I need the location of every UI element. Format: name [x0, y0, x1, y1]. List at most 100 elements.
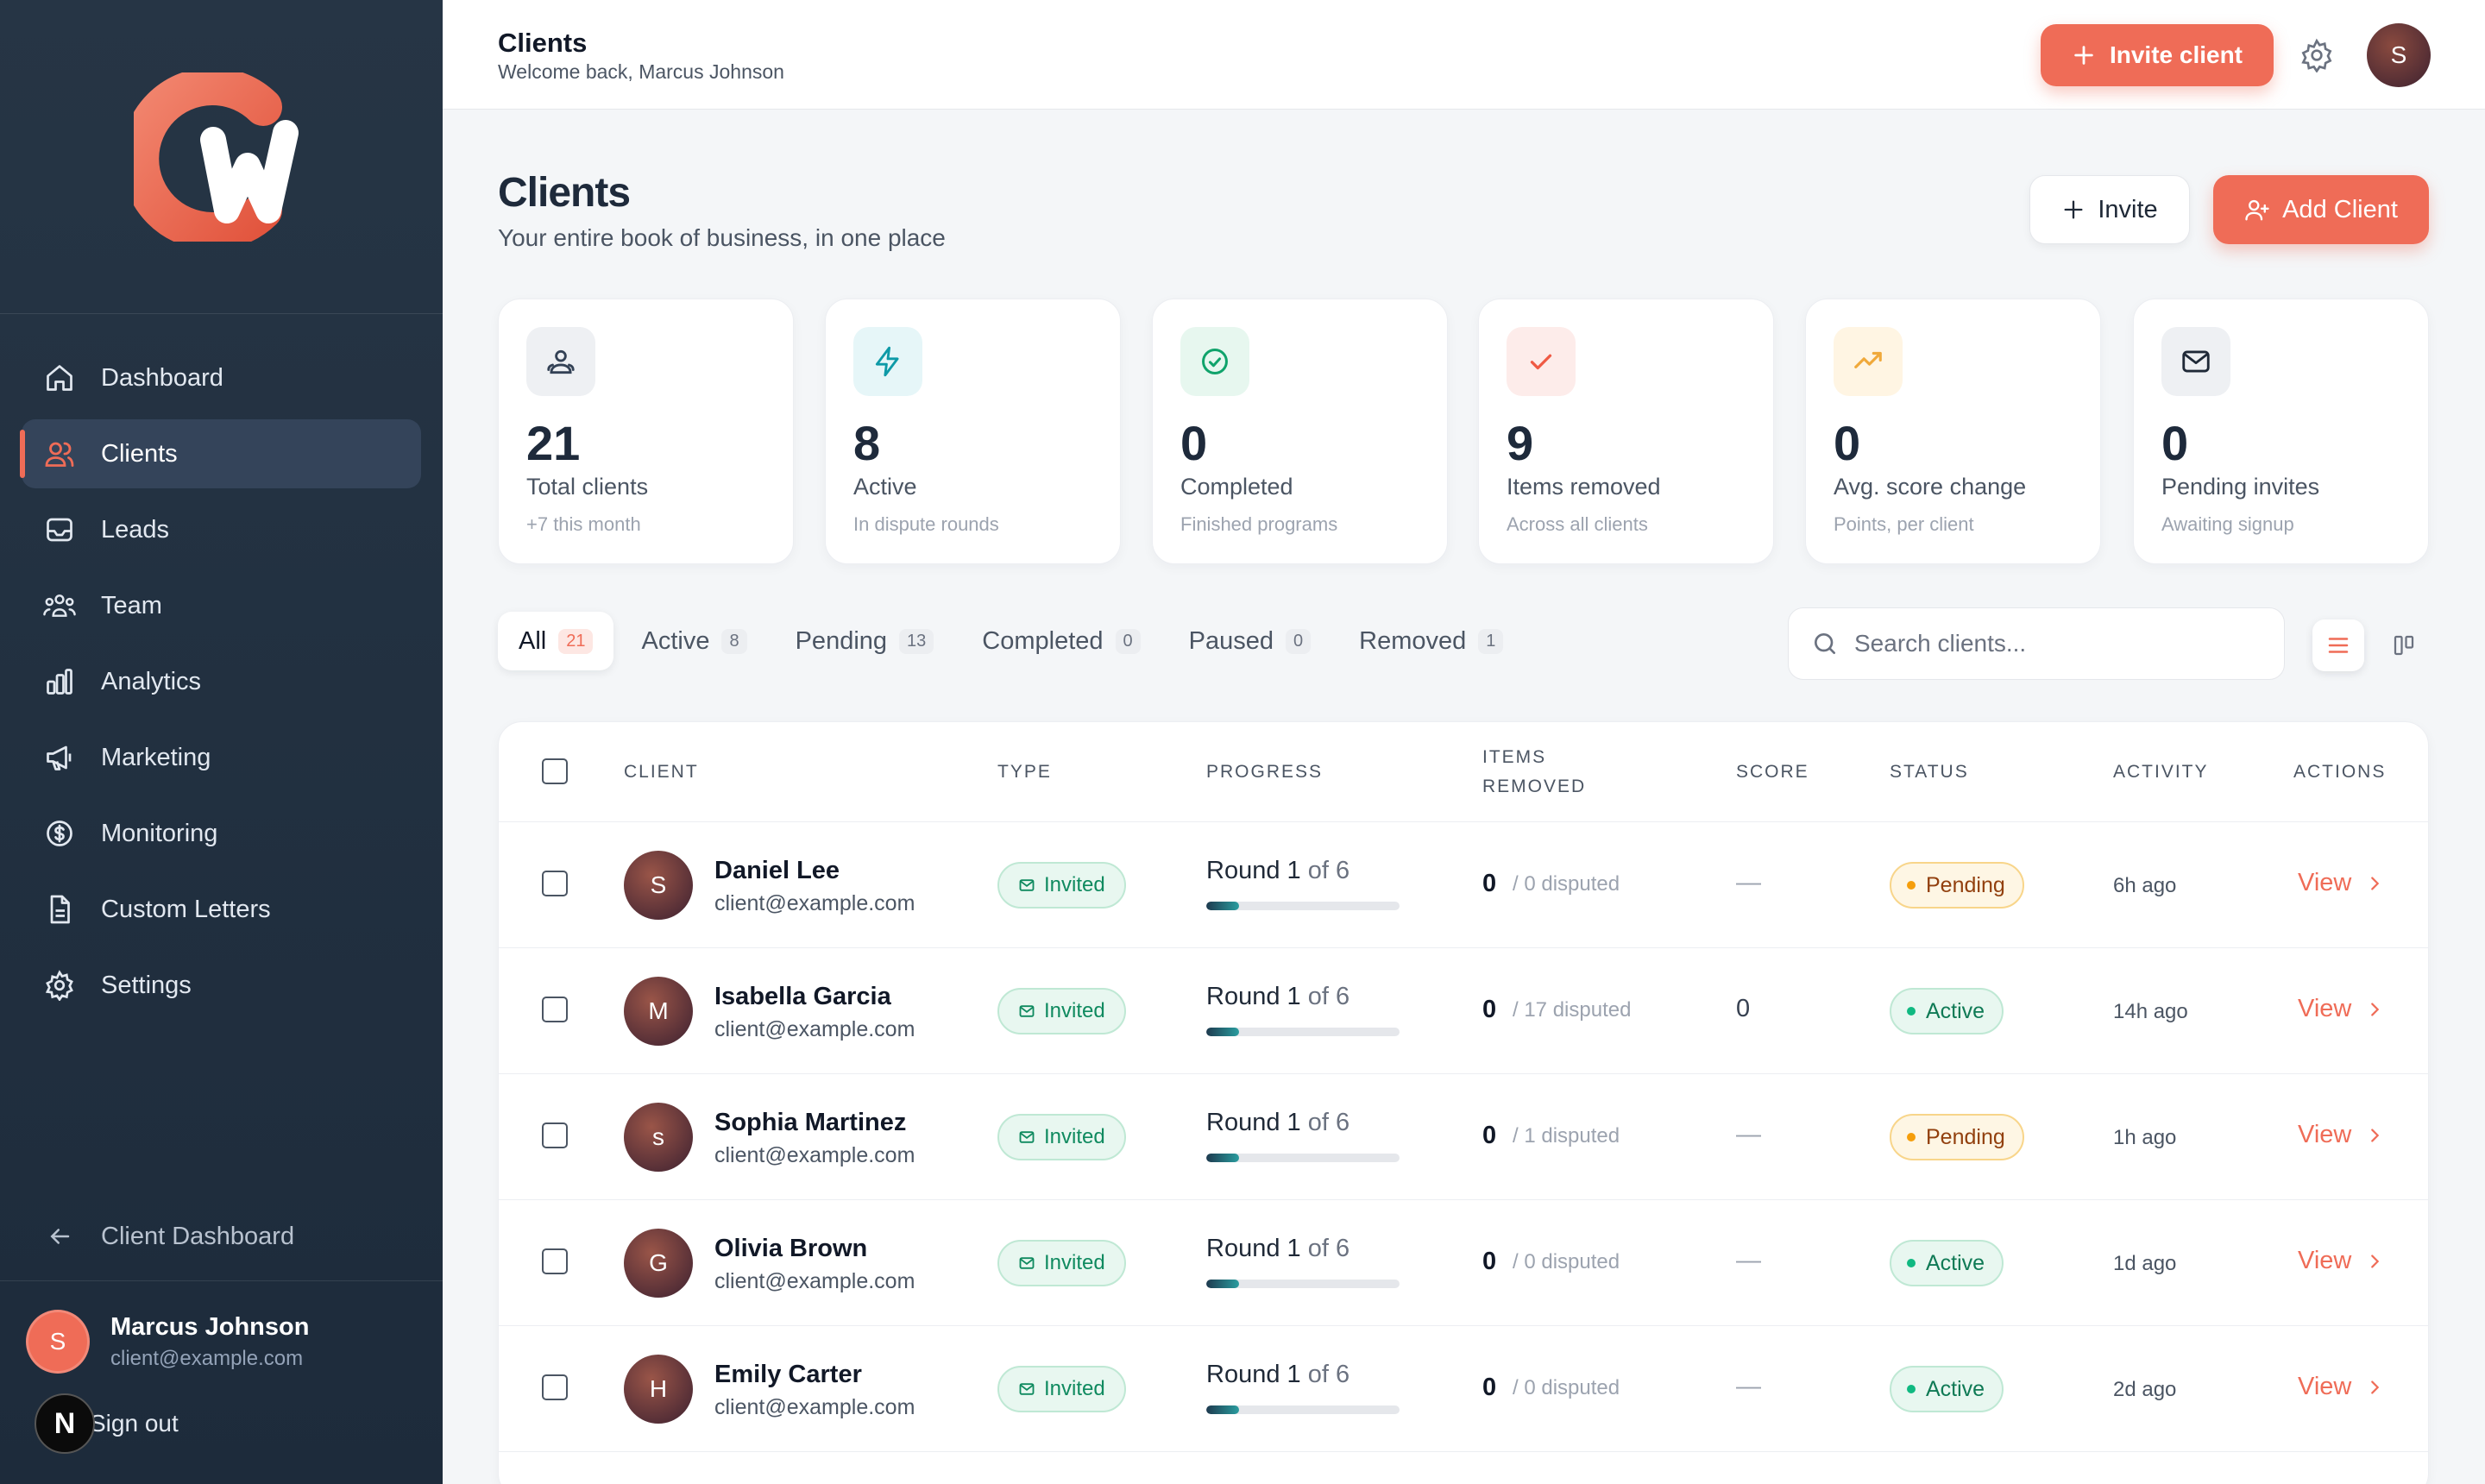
table-row[interactable]: G Olivia Brown client@example.com Invite… [499, 1200, 2428, 1326]
row-checkbox[interactable] [542, 871, 568, 896]
view-link[interactable]: View [2298, 1373, 2384, 1401]
view-link[interactable]: View [2298, 1121, 2384, 1149]
table-header: CLIENT TYPE PROGRESS ITEMS REMOVED SCORE… [499, 722, 2428, 822]
row-checkbox[interactable] [542, 1122, 568, 1148]
type-label: Invited [1044, 999, 1105, 1022]
progress-fill [1206, 1028, 1240, 1036]
sidebar-item-leads[interactable]: Leads [22, 495, 421, 564]
client-email: client@example.com [714, 1143, 915, 1167]
sidebar-item-dashboard[interactable]: Dashboard [22, 343, 421, 412]
status-badge: Pending [1890, 1114, 2024, 1160]
sidebar-item-analytics[interactable]: Analytics [22, 647, 421, 716]
brand-logo[interactable] [134, 72, 324, 242]
type-badge: Invited [997, 862, 1126, 909]
sidebar-item-label: Leads [101, 515, 170, 544]
search-box [1788, 607, 2285, 680]
sidebar-item-monitoring[interactable]: Monitoring [22, 799, 421, 868]
check-circle-icon [1180, 327, 1249, 396]
status-badge: Active [1890, 1240, 2004, 1286]
board-view-button[interactable] [2378, 619, 2430, 671]
sidebar-item-marketing[interactable]: Marketing [22, 723, 421, 792]
sidebar-item-team[interactable]: Team [22, 571, 421, 640]
invite-button[interactable]: Invite [2029, 175, 2190, 244]
dev-tools-badge[interactable]: N [35, 1393, 95, 1454]
add-client-button[interactable]: Add Client [2213, 175, 2429, 244]
tab-pending[interactable]: Pending 13 [775, 612, 955, 670]
view-link[interactable]: View [2298, 995, 2384, 1023]
score-value: — [1736, 1247, 1761, 1274]
table-row[interactable]: H Emily Carter client@example.com Invite… [499, 1326, 2428, 1452]
columns-icon [2394, 635, 2414, 656]
table-row[interactable]: s Sophia Martinez client@example.com Inv… [499, 1074, 2428, 1200]
client-name[interactable]: Isabella Garcia [714, 983, 891, 1010]
view-link[interactable]: View [2298, 869, 2384, 897]
col-actions: ACTIONS [2293, 762, 2387, 782]
home-icon [42, 361, 77, 395]
row-checkbox[interactable] [542, 1248, 568, 1274]
clients-table: CLIENT TYPE PROGRESS ITEMS REMOVED SCORE… [498, 721, 2429, 1484]
tab-active[interactable]: Active 8 [620, 612, 767, 670]
client-name[interactable]: Sophia Martinez [714, 1109, 907, 1136]
stat-label: Active [853, 474, 917, 500]
invite-client-button[interactable]: Invite client [2041, 24, 2274, 86]
stat-note: In dispute rounds [853, 513, 999, 535]
sidebar-item-settings[interactable]: Settings [22, 951, 421, 1020]
search-icon [1815, 633, 1835, 654]
row-checkbox[interactable] [542, 1374, 568, 1400]
sidebar-item-clients[interactable]: Clients [20, 419, 421, 488]
table-row[interactable]: M Isabella Garcia client@example.com Inv… [499, 948, 2428, 1074]
tab-paused[interactable]: Paused 0 [1168, 612, 1331, 670]
round-total: 6 [1335, 1109, 1350, 1136]
select-all-checkbox[interactable] [542, 758, 568, 784]
avatar: H [624, 1355, 693, 1424]
user-email: client@example.com [110, 1346, 304, 1370]
status-label: Pending [1926, 1124, 2005, 1149]
status-dot [1907, 1259, 1916, 1267]
sidebar-user[interactable]: S Marcus Johnson client@example.com [26, 1310, 309, 1374]
sidebar-item-label: Clients [101, 439, 178, 468]
view-link[interactable]: View [2298, 1247, 2384, 1275]
stat-value: 21 [526, 416, 581, 470]
stat-note: Across all clients [1507, 513, 1648, 535]
sidebar-item-custom-letters[interactable]: Custom Letters [22, 875, 421, 944]
disputed-count: / 0 disputed [1513, 872, 1620, 896]
client-dashboard-link[interactable]: Client Dashboard [22, 1202, 421, 1271]
round-total: 6 [1335, 857, 1350, 884]
client-name[interactable]: Olivia Brown [714, 1235, 868, 1262]
sign-out-button[interactable]: N Sign out [35, 1393, 179, 1454]
progress-fill [1206, 902, 1240, 910]
sign-out-label: Sign out [90, 1410, 179, 1437]
mail-icon [1019, 1005, 1035, 1017]
chevron-right-icon [2371, 1254, 2380, 1268]
client-name[interactable]: Emily Carter [714, 1361, 862, 1388]
stat-value: 0 [1180, 416, 1208, 470]
tab-count: 1 [1478, 628, 1504, 654]
stat-card-completed: 0 Completed Finished programs [1152, 299, 1448, 564]
tab-completed[interactable]: Completed 0 [961, 612, 1161, 670]
activity-time: 2d ago [2113, 1378, 2177, 1401]
stat-card-total-clients: 21 Total clients +7 this month [498, 299, 794, 564]
type-badge: Invited [997, 1240, 1126, 1286]
col-items-removed: ITEMS REMOVED [1482, 747, 1587, 796]
table-row[interactable]: S Daniel Lee client@example.com Invited … [499, 822, 2428, 948]
sidebar-item-label: Monitoring [101, 819, 218, 847]
list-view-button[interactable] [2312, 619, 2364, 671]
arrow-left-icon [42, 1219, 77, 1254]
disputed-count: / 1 disputed [1513, 1124, 1620, 1148]
status-badge: Active [1890, 1366, 2004, 1412]
status-dot [1907, 881, 1916, 890]
topbar-subtitle: Welcome back, Marcus Johnson [498, 60, 784, 83]
settings-gear-icon[interactable] [2299, 38, 2334, 73]
tab-all[interactable]: All 21 [498, 612, 614, 670]
user-avatar[interactable]: S [2367, 23, 2431, 87]
sidebar-item-label: Team [101, 591, 162, 619]
mail-icon [1019, 1131, 1035, 1143]
round-total: 6 [1335, 1361, 1350, 1388]
tab-removed[interactable]: Removed 1 [1338, 612, 1524, 670]
search-input[interactable] [1854, 630, 2268, 657]
client-name[interactable]: Daniel Lee [714, 857, 840, 884]
sidebar-item-label: Dashboard [101, 363, 223, 392]
stat-note: Awaiting signup [2161, 513, 2294, 535]
round-text: Round 1 of 6 [1206, 857, 1350, 884]
row-checkbox[interactable] [542, 997, 568, 1022]
